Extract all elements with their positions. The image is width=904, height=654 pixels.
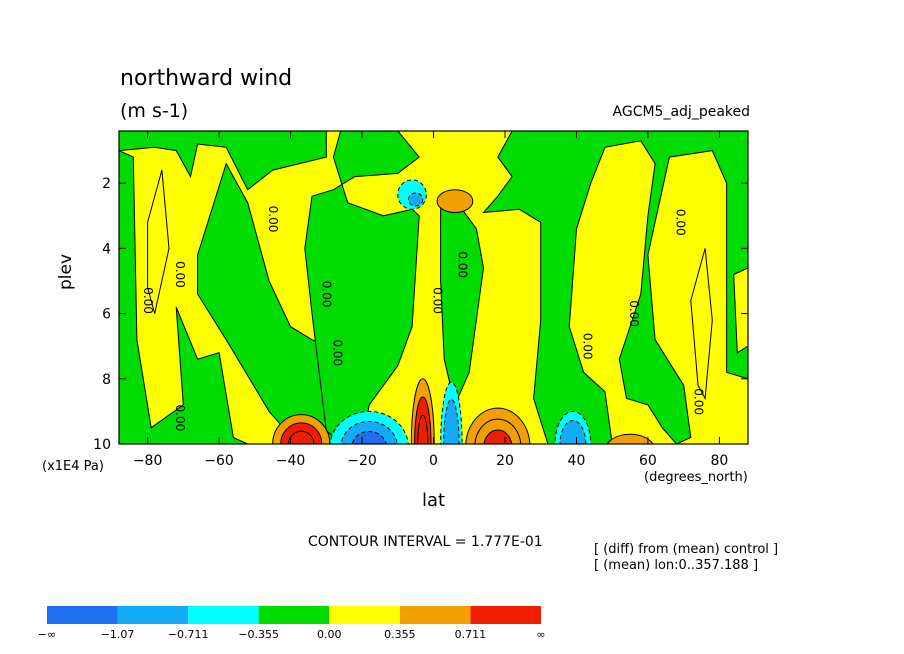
colorbar-swatch (258, 606, 330, 624)
positive-region (147, 169, 170, 314)
upper-min-core (407, 192, 424, 207)
x-tick-label: 60 (639, 453, 657, 469)
contour-label: 0.00 (674, 209, 688, 236)
colorbar-level-label: 0.711 (454, 628, 487, 641)
contour-label: 0.00 (691, 388, 705, 415)
surface-cell (417, 414, 429, 444)
colorbar-swatch (47, 606, 118, 624)
contour-label: 0.00 (330, 339, 344, 366)
chart-title: northward wind (120, 66, 293, 91)
diff-note: [ (diff) from (mean) control ] (594, 542, 779, 557)
colorbar-level-label: 0.00 (317, 628, 342, 641)
colorbar-level-label: −0.355 (238, 628, 280, 641)
positive-region (733, 267, 748, 354)
colorbar-level-label: ∞ (536, 628, 546, 641)
x-tick-label: −80 (133, 453, 163, 469)
y-axis-units: (x1E4 Pa) (42, 459, 104, 474)
contour-label: 0.00 (431, 287, 445, 314)
contour-label: 0.00 (141, 287, 155, 314)
colorbar-swatch (470, 606, 541, 624)
x-tick-label: 40 (568, 453, 586, 469)
y-tick-label: 8 (102, 372, 111, 388)
x-tick-label: 80 (710, 453, 728, 469)
colorbar-level-label: −0.711 (167, 628, 209, 641)
mean-note: [ (mean) lon:0..357.188 ] (594, 558, 759, 573)
negative-region (440, 202, 485, 407)
x-tick-label: 20 (496, 453, 514, 469)
negative-region (119, 150, 248, 444)
x-axis-label: lat (422, 490, 446, 511)
y-axis-label: plev (56, 253, 76, 290)
upper-max-cell (436, 189, 474, 214)
x-tick-label: −20 (347, 453, 377, 469)
y-tick-label: 2 (102, 176, 111, 192)
negative-region (119, 131, 327, 191)
colorbar-level-label: 0.355 (384, 628, 416, 641)
contour-label: 0.00 (173, 261, 187, 288)
run-name: AGCM5_adj_peaked (612, 104, 750, 120)
surface-cell (351, 430, 387, 444)
contour-label: 0.00 (627, 300, 641, 327)
y-tick-label: 4 (102, 241, 111, 257)
colorbar-level-label: −∞ (37, 628, 57, 641)
contour-field (119, 131, 748, 444)
contour-label: 0.00 (456, 251, 470, 278)
positive-region (690, 248, 713, 401)
contour-label: 0.00 (320, 281, 334, 308)
surface-cell (606, 433, 654, 444)
colorbar-swatch (329, 606, 400, 624)
contour-label: 0.00 (173, 405, 187, 432)
contour-label: 0.00 (581, 333, 595, 360)
colorbar-level-label: −1.07 (100, 628, 135, 641)
colorbar-swatch (399, 606, 471, 624)
x-tick-label: 0 (429, 453, 438, 469)
contour-interval: CONTOUR INTERVAL = 1.777E-01 (308, 534, 543, 550)
x-axis-units: (degrees_north) (644, 470, 748, 485)
x-tick-label: −60 (204, 453, 234, 469)
y-tick-label: 10 (93, 437, 111, 453)
colorbar-swatch (117, 606, 189, 624)
chart-units: (m s-1) (120, 100, 189, 122)
y-tick-label: 6 (102, 307, 111, 323)
x-tick-label: −40 (276, 453, 306, 469)
negative-region (304, 131, 420, 444)
colorbar-swatch (188, 606, 259, 624)
contour-label: 0.00 (266, 206, 280, 233)
negative-region (482, 131, 748, 444)
